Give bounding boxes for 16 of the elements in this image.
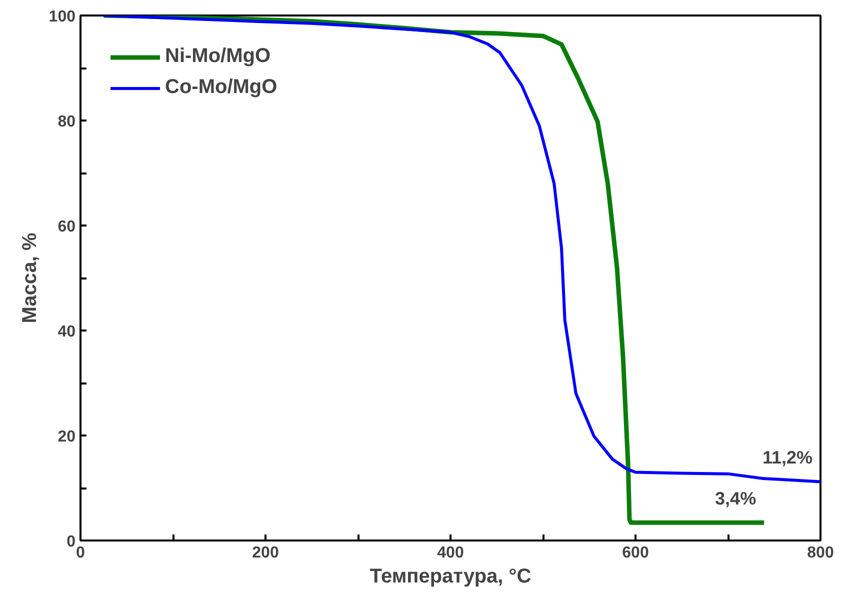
x-tick-label: 400	[437, 544, 464, 562]
y-tick-label: 80	[58, 114, 76, 130]
y-axis-title: Масса, %	[18, 232, 41, 324]
annotation: 3,4%	[715, 488, 756, 509]
y-tick-label: 60	[58, 218, 76, 236]
y-tick-label: 20	[58, 428, 76, 446]
y-tick-label: 100	[48, 8, 76, 26]
x-axis-title: Температура, °C	[370, 566, 532, 588]
legend-label: Co-Mo/MgO	[165, 76, 278, 99]
y-tick-label: 40	[58, 324, 76, 340]
annotation: 11,2%	[762, 448, 812, 468]
x-tick-label: 800	[807, 544, 834, 562]
y-tick-label: 0	[66, 534, 76, 550]
legend-label: Ni-Mo/MgO	[165, 45, 271, 68]
x-tick-label: 600	[622, 544, 649, 562]
x-tick-label: 200	[252, 544, 279, 562]
